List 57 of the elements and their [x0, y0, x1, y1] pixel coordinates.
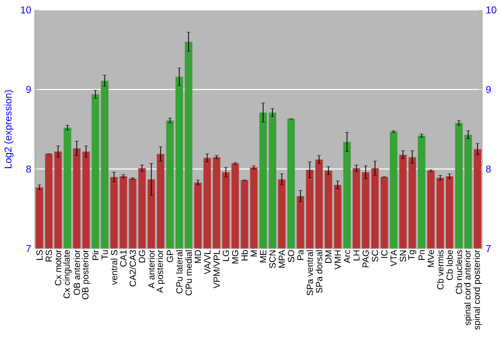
x-tick-label: SCN	[269, 250, 276, 268]
x-tick-label: Tu	[102, 250, 108, 260]
x-tick-label: VA/VL	[204, 250, 211, 274]
y-tick-label: 10	[21, 6, 31, 14]
x-tick-label: VPM/VPL	[213, 250, 220, 288]
x-tick-label: Pir	[92, 250, 99, 260]
x-tick-label: CA2/CA3	[129, 250, 136, 286]
x-tick-label: Cx motor	[54, 250, 62, 286]
x-tick-label: Arc	[344, 250, 350, 264]
y2-tick-label: 10	[486, 6, 496, 14]
x-tick-label: ME	[260, 250, 266, 262]
x-tick-label: LS	[36, 250, 43, 260]
x-tick-label: DG	[138, 250, 146, 262]
y-tick-label: 9	[26, 86, 31, 93]
y2-tick-label: 9	[486, 86, 491, 93]
x-tick-label: ventral S	[110, 250, 118, 285]
x-tick-label: RS	[46, 250, 52, 262]
y-tick-label: 8	[26, 166, 31, 173]
x-tick-label: SC	[372, 250, 378, 262]
x-tick-label: Cb vermis	[436, 250, 444, 290]
x-tick-label: Cx cingulate	[63, 250, 72, 298]
x-tick-label: Hb	[241, 250, 248, 260]
x-tick-label: MG	[232, 250, 238, 264]
x-tick-label: IC	[381, 250, 388, 258]
y-axis-title: Log2 (expression)	[4, 90, 14, 168]
x-tick-label: VMH	[334, 250, 341, 270]
x-tick-label: Cb lobe	[446, 250, 453, 280]
x-tick-label: PAG	[362, 250, 369, 268]
x-tick-label: OB anterior	[73, 250, 80, 295]
x-tick-label: GP	[166, 250, 174, 262]
x-tick-label: M	[250, 250, 257, 256]
x-tick-label: SPa ventral	[306, 250, 314, 296]
x-tick-label: MD	[194, 250, 201, 263]
x-tick-label: CPu medial	[185, 250, 192, 296]
x-tick-label: spinal cord posterior	[473, 250, 482, 330]
x-tick-label: Cb nucleus	[456, 250, 462, 294]
x-tick-label: Tg	[408, 250, 416, 260]
y-tick-label: 7	[26, 245, 31, 252]
x-tick-label: A anterior	[148, 250, 155, 288]
x-tick-label: SO	[288, 250, 294, 262]
x-tick-label: LG	[222, 250, 230, 261]
x-tick-label: Pa	[297, 250, 304, 260]
x-tick-label: LH	[353, 250, 360, 260]
x-tick-label: spinal cord anterior	[464, 250, 472, 326]
x-tick-label: A posterior	[156, 250, 165, 293]
x-tick-label: MVe	[428, 250, 434, 267]
x-tick-label: OB posterior	[82, 250, 90, 300]
x-tick-label: Pn	[418, 250, 425, 260]
x-tick-label: MPA	[278, 250, 285, 268]
x-tick-label: VTA	[390, 250, 397, 266]
x-tick-label: CPu lateral	[176, 250, 183, 294]
x-tick-label: SPa dorsal	[316, 250, 322, 293]
x-tick-label: SN	[400, 250, 406, 262]
x-tick-label: DM	[325, 250, 332, 263]
y2-tick-label: 7	[486, 245, 491, 252]
x-tick-label: CA1	[120, 250, 127, 267]
y2-tick-label: 8	[486, 166, 491, 173]
